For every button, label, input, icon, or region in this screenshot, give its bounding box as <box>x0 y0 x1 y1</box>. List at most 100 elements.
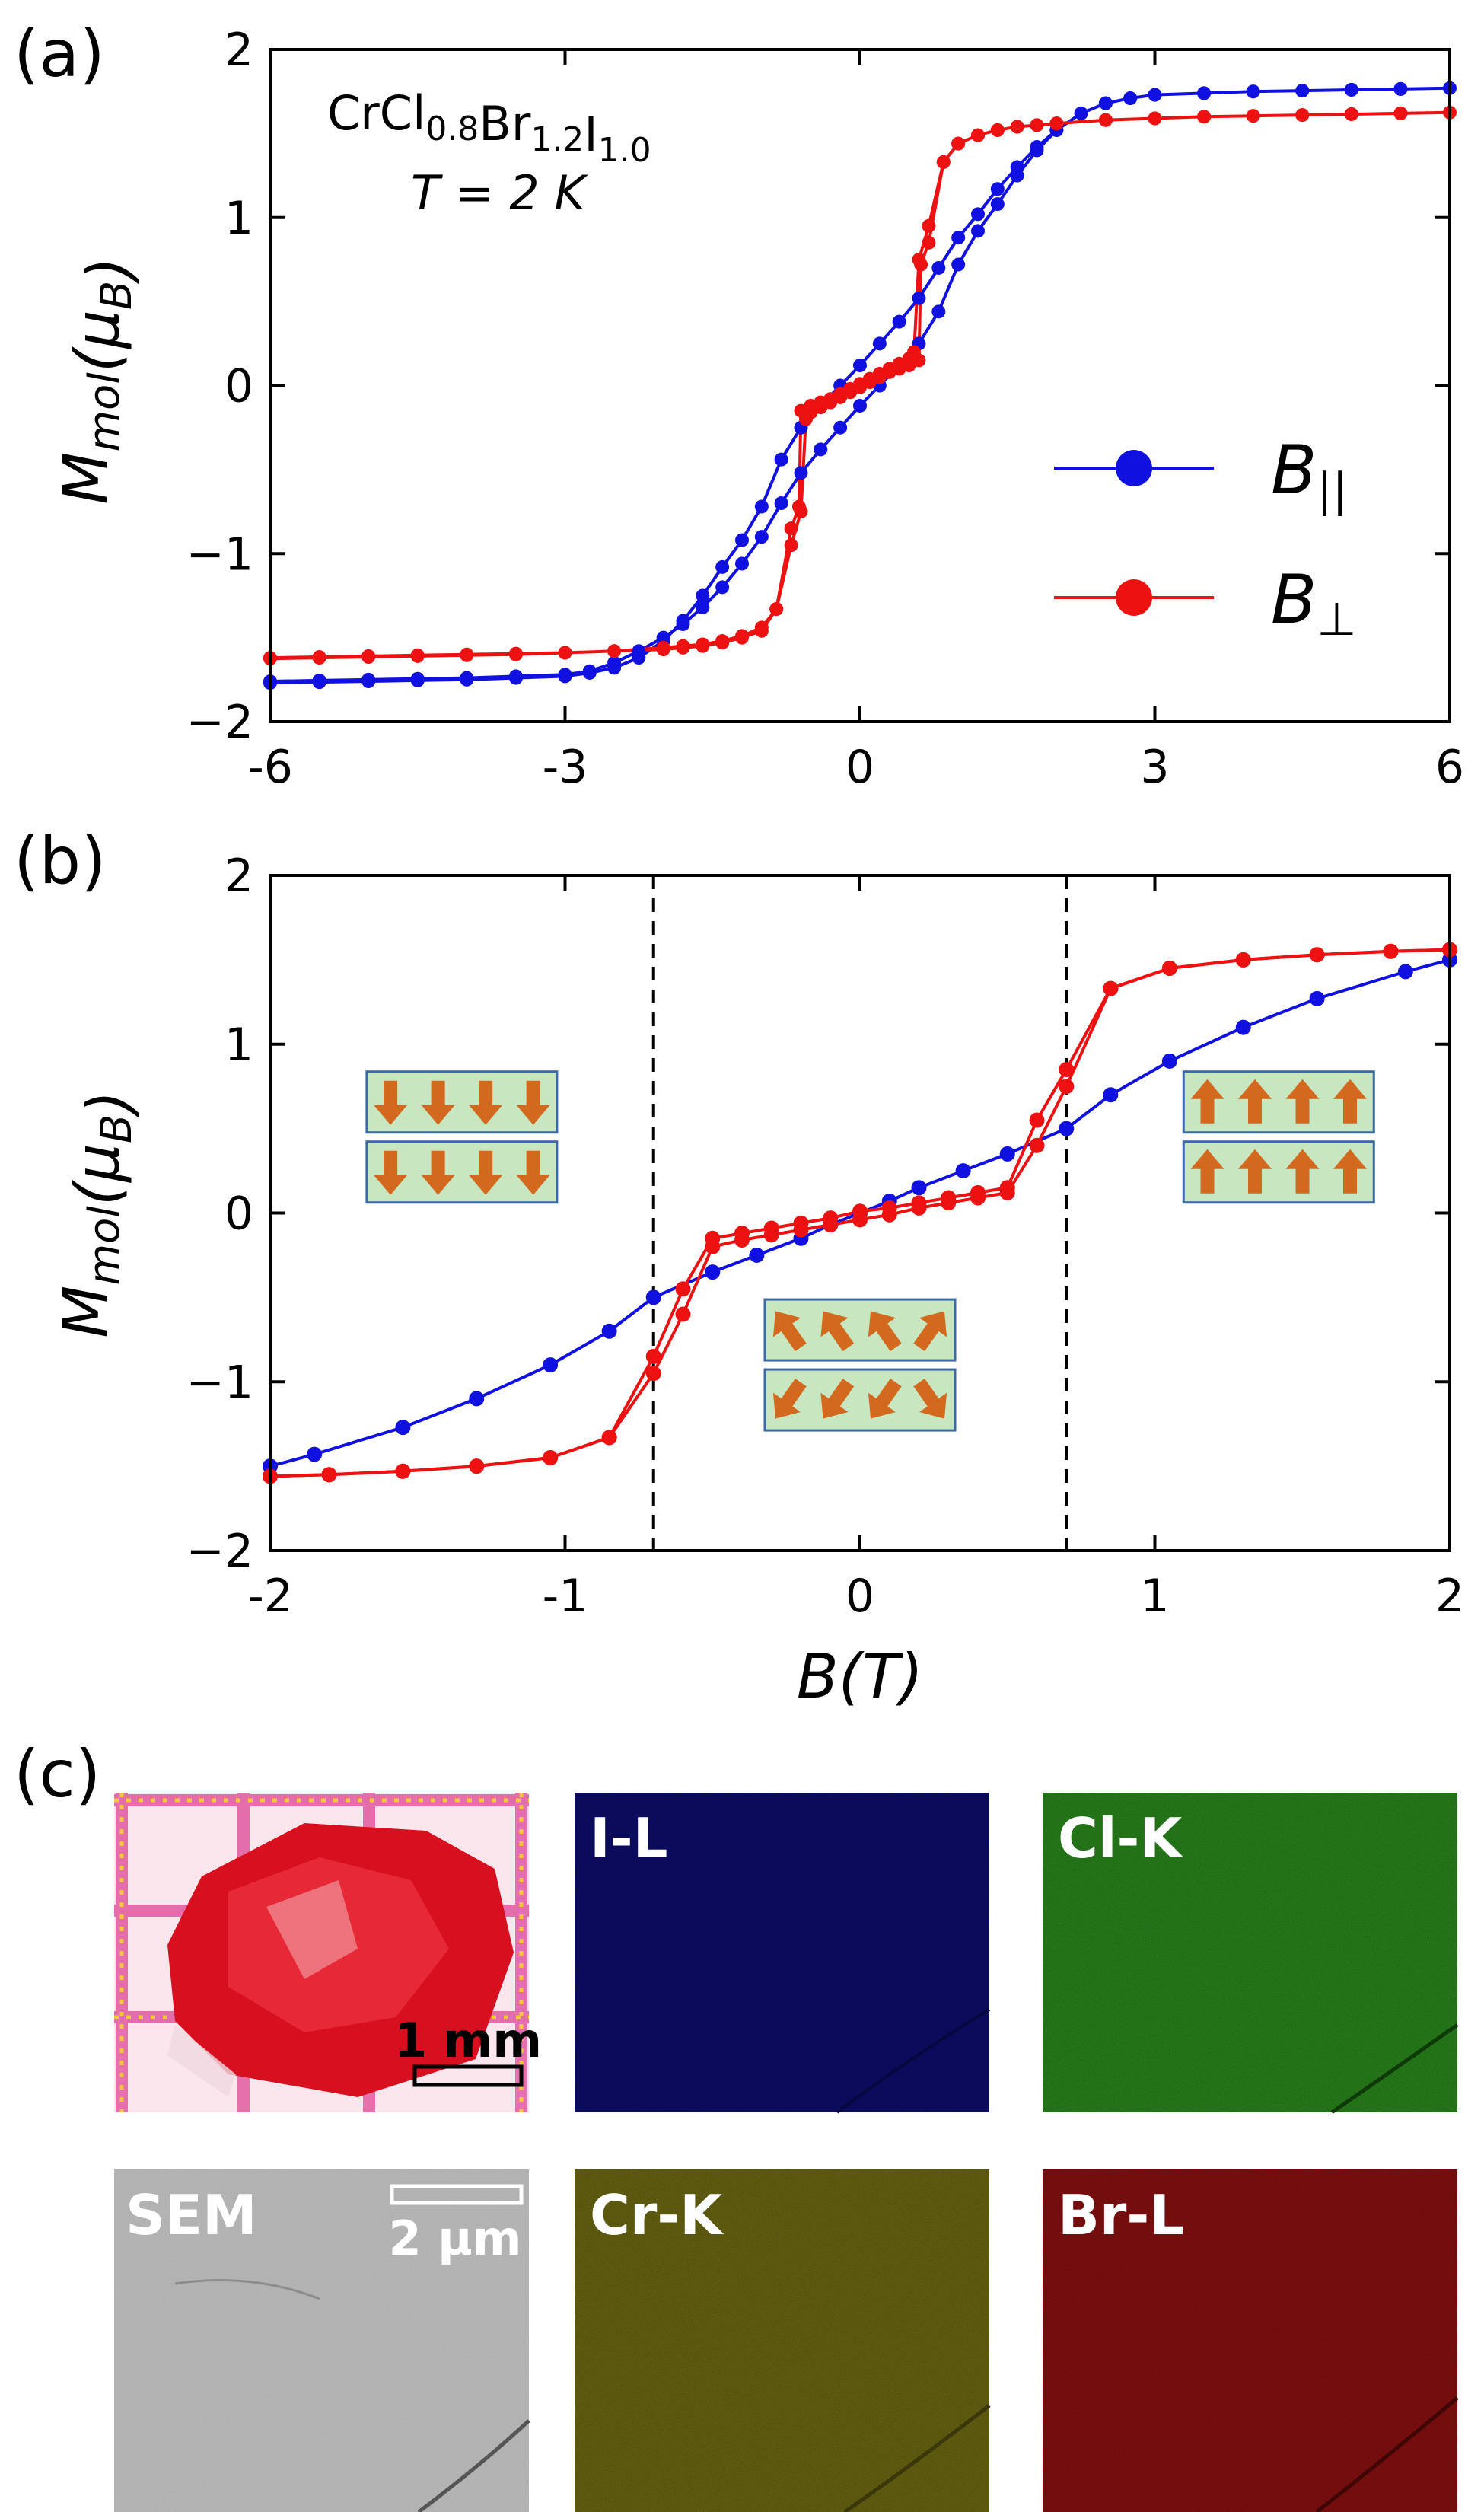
data-point <box>990 197 1005 212</box>
data-point <box>1197 110 1212 124</box>
data-point <box>1309 947 1325 963</box>
spin-arrow-icon <box>1238 1149 1272 1194</box>
data-point <box>911 1195 927 1211</box>
data-point <box>774 496 788 511</box>
data-point <box>410 673 425 687</box>
data-point <box>645 1348 661 1364</box>
scale-bar-1mm <box>412 2064 524 2087</box>
data-point <box>1295 108 1310 123</box>
legend-label-b-parallel: B|| <box>1271 431 1348 517</box>
y-tick-label: 2 <box>225 24 253 77</box>
data-point <box>971 207 985 222</box>
data-point <box>696 600 710 614</box>
data-point <box>675 1281 691 1297</box>
data-point <box>1123 91 1138 106</box>
data-point <box>705 1264 721 1280</box>
data-point <box>656 640 670 655</box>
scale-bar-label-2um: 2 μm <box>389 2211 522 2266</box>
data-point <box>754 620 769 635</box>
data-point <box>833 420 848 435</box>
data-point <box>1098 96 1113 110</box>
chart-b-points <box>263 942 1457 1484</box>
spin-arrow-icon <box>772 1378 807 1419</box>
image-label-cr-k: Cr-K <box>590 2183 724 2247</box>
data-point <box>676 614 690 628</box>
data-point <box>632 651 646 665</box>
chart-b-frame <box>269 874 1451 1552</box>
data-point <box>1148 111 1162 126</box>
spin-arrow-icon <box>1238 1079 1272 1124</box>
image-cr-k: Cr-K <box>575 2169 991 2512</box>
chart-a-temperature: T = 2 K <box>411 165 588 221</box>
data-point <box>922 218 936 233</box>
image-br-l: Br-L <box>1043 2169 1459 2512</box>
data-point <box>361 674 376 689</box>
spin-arrow-icon <box>1285 1149 1320 1194</box>
data-point <box>852 1203 868 1219</box>
data-point <box>931 304 946 319</box>
y-tick-label: 1 <box>225 1019 253 1072</box>
panel-label-b: (b) <box>14 823 107 899</box>
x-tick-label: 2 <box>1435 1570 1464 1623</box>
data-point <box>558 646 572 660</box>
data-point <box>460 672 474 687</box>
data-point <box>1148 88 1162 102</box>
x-tick-label: -2 <box>247 1570 293 1623</box>
data-point <box>696 637 710 652</box>
data-point <box>951 257 966 272</box>
data-point <box>410 649 425 663</box>
data-point <box>696 588 710 603</box>
data-point <box>582 665 597 680</box>
data-point <box>645 1289 661 1305</box>
data-point <box>469 1458 485 1474</box>
data-point <box>912 291 926 305</box>
spin-arrow-icon <box>516 1080 550 1125</box>
data-point <box>312 651 326 665</box>
data-point <box>774 452 788 467</box>
data-point <box>1059 1062 1075 1078</box>
image-label-cl-k: Cl-K <box>1058 1806 1183 1870</box>
data-point <box>769 602 784 617</box>
spin-arrow-icon <box>516 1150 550 1195</box>
data-point <box>784 521 798 536</box>
data-point <box>749 1247 765 1263</box>
data-point <box>1029 1112 1045 1128</box>
y-tick-label: 0 <box>225 1187 253 1241</box>
data-point <box>1295 84 1310 98</box>
data-point <box>1029 1137 1045 1153</box>
chart-b-ticks: -2 -1 0 1 2 −2 −1 0 1 2 <box>186 850 1465 1623</box>
y-tick-label: 2 <box>225 850 253 903</box>
legend-label-b-perp: B⊥ <box>1271 560 1357 646</box>
data-point <box>1161 960 1177 976</box>
y-tick-label: −1 <box>186 1356 253 1409</box>
data-point <box>705 1230 721 1246</box>
spin-arrow-icon <box>868 1311 902 1352</box>
data-point <box>1246 84 1260 99</box>
data-point <box>307 1446 323 1462</box>
data-point <box>872 336 887 351</box>
chart-b-xlabel: B(T) <box>797 1641 923 1712</box>
data-point <box>1246 109 1260 123</box>
data-point <box>1010 160 1024 174</box>
x-tick-label: 0 <box>845 741 874 794</box>
spin-box <box>365 1070 559 1134</box>
data-point <box>970 1184 986 1200</box>
spin-arrow-icon <box>1190 1079 1224 1124</box>
panel-label-a: (a) <box>14 16 105 92</box>
image-optical: 1 mm <box>114 1793 542 2112</box>
spin-box <box>365 1140 559 1204</box>
data-point <box>508 647 523 661</box>
data-point <box>508 671 523 685</box>
x-tick-label: 0 <box>845 1570 874 1623</box>
data-point <box>735 533 749 547</box>
data-point <box>794 403 808 418</box>
image-label-sem: SEM <box>126 2183 257 2247</box>
y-tick-label: −1 <box>186 528 253 581</box>
chart-a-points <box>263 81 1457 690</box>
data-point <box>1049 116 1064 131</box>
data-point <box>912 252 926 266</box>
image-i-l: I-L <box>575 1793 991 2114</box>
data-point <box>361 650 376 665</box>
spin-arrow-icon <box>469 1150 503 1195</box>
